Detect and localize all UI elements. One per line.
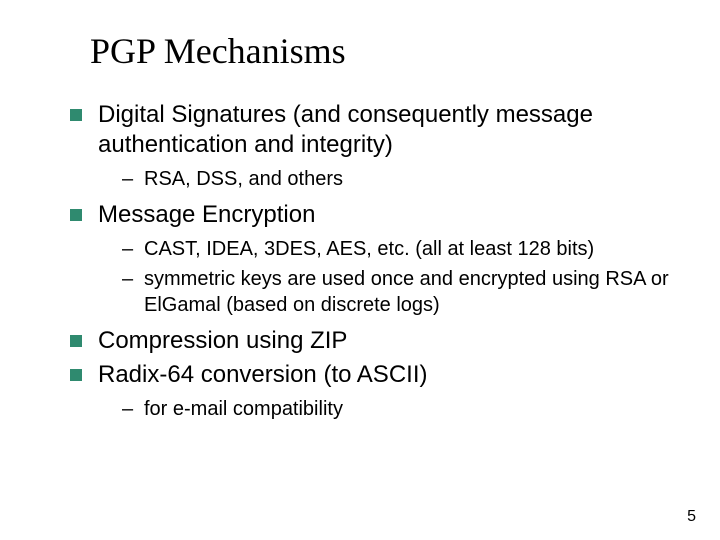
sub-list-item-text: CAST, IDEA, 3DES, AES, etc. (all at leas… xyxy=(144,238,594,260)
list-item-text: Message Encryption xyxy=(98,201,315,228)
sub-list-item-text: symmetric keys are used once and encrypt… xyxy=(144,268,669,316)
sub-list-item-text: RSA, DSS, and others xyxy=(144,168,343,190)
list-item: Compression using ZIP xyxy=(70,326,670,356)
list-item: Message Encryption CAST, IDEA, 3DES, AES… xyxy=(70,200,670,318)
slide-title: PGP Mechanisms xyxy=(90,30,670,72)
sub-list-item: for e-mail compatibility xyxy=(98,396,670,422)
bullet-list: Digital Signatures (and consequently mes… xyxy=(70,100,670,422)
list-item-text: Digital Signatures (and consequently mes… xyxy=(98,101,593,158)
sub-list: RSA, DSS, and others xyxy=(98,166,670,192)
page-number: 5 xyxy=(687,508,696,526)
slide: PGP Mechanisms Digital Signatures (and c… xyxy=(0,0,720,540)
sub-list: CAST, IDEA, 3DES, AES, etc. (all at leas… xyxy=(98,236,670,318)
sub-list-item: RSA, DSS, and others xyxy=(98,166,670,192)
sub-list-item-text: for e-mail compatibility xyxy=(144,398,343,420)
list-item-text: Compression using ZIP xyxy=(98,327,347,354)
sub-list-item: symmetric keys are used once and encrypt… xyxy=(98,266,670,318)
list-item: Radix-64 conversion (to ASCII) for e-mai… xyxy=(70,360,670,422)
sub-list-item: CAST, IDEA, 3DES, AES, etc. (all at leas… xyxy=(98,236,670,262)
sub-list: for e-mail compatibility xyxy=(98,396,670,422)
list-item-text: Radix-64 conversion (to ASCII) xyxy=(98,361,427,388)
list-item: Digital Signatures (and consequently mes… xyxy=(70,100,670,192)
